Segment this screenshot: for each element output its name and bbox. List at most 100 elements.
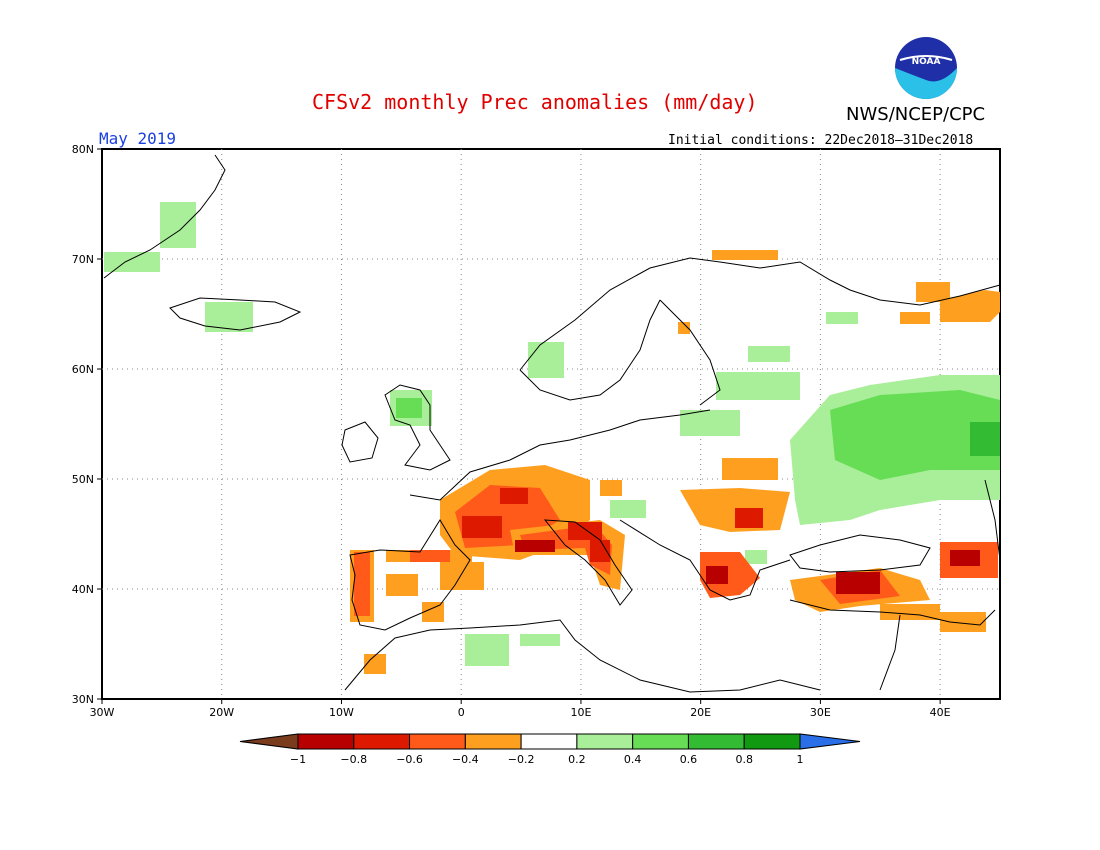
anomaly-field <box>104 202 1000 674</box>
colorbar-tick-label: 1 <box>797 753 804 766</box>
colorbar-high-arrow <box>799 733 861 750</box>
coastline-bothnia <box>659 299 721 406</box>
anomaly-patch <box>528 342 564 378</box>
coastline-greenland <box>103 154 226 279</box>
coastline-caspian <box>984 479 1001 561</box>
anomaly-patch <box>700 552 760 598</box>
colorbar-tick-label: 0.2 <box>568 753 586 766</box>
latitude-label: 70N <box>72 253 94 266</box>
noaa-logo-text: NOAA <box>912 57 941 67</box>
longitude-label: 10E <box>570 706 591 719</box>
anomaly-patch <box>104 252 160 272</box>
longitude-label: 10W <box>329 706 354 719</box>
latitude-label: 50N <box>72 473 94 486</box>
longitude-label: 40E <box>930 706 951 719</box>
anomaly-patch <box>515 540 555 552</box>
anomaly-patch <box>590 540 610 562</box>
noaa-logo: NOAA <box>895 37 957 99</box>
colorbar-bin <box>687 733 745 750</box>
anomaly-patch <box>396 398 422 418</box>
anomaly-patch <box>410 550 450 562</box>
anomaly-patch <box>745 550 767 564</box>
latitude-labels: 80N 70N 60N 50N 40N 30N <box>72 143 102 706</box>
coastline-iceland <box>169 297 302 331</box>
anomaly-patch <box>160 202 196 248</box>
coastline-balkans <box>619 519 791 601</box>
anomaly-patch <box>440 562 484 590</box>
anomaly-patch <box>716 372 800 400</box>
longitude-label: 20W <box>209 706 234 719</box>
anomaly-patch <box>830 390 1000 480</box>
anomaly-patch <box>950 550 980 566</box>
coastline-britain <box>384 384 451 471</box>
coastline-ireland <box>341 421 379 463</box>
anomaly-patch <box>610 500 646 518</box>
longitude-label: 20E <box>690 706 711 719</box>
anomaly-patch <box>386 574 418 596</box>
coastline-iberia <box>349 519 471 631</box>
anomaly-patch <box>678 322 690 334</box>
coastline-italy <box>543 519 633 606</box>
colorbar-tick-label: 0.4 <box>624 753 642 766</box>
anomaly-patch <box>826 312 858 324</box>
coastline-scandinavia <box>519 257 1001 371</box>
latitude-label: 60N <box>72 363 94 376</box>
colorbar-bin <box>576 733 634 750</box>
anomaly-patch <box>900 312 930 324</box>
anomaly-patch <box>364 654 386 674</box>
coastline-north-europe <box>409 409 711 501</box>
colorbar-bin <box>464 733 522 750</box>
anomaly-patch <box>916 282 950 302</box>
coastline-norway-sweden <box>519 299 661 401</box>
anomaly-patch <box>500 488 528 504</box>
longitude-label: 30W <box>90 706 115 719</box>
anomaly-patch <box>836 572 880 594</box>
coastline-turkey <box>789 599 996 626</box>
colorbar-tick-label: 0.8 <box>735 753 753 766</box>
coastline-north-africa <box>344 619 821 693</box>
colorbar-bin <box>353 733 411 750</box>
longitude-label: 30E <box>810 706 831 719</box>
anomaly-patch <box>465 634 509 666</box>
anomaly-patch <box>706 566 728 584</box>
coastline-levant <box>879 614 901 691</box>
colorbar-bin <box>297 733 355 750</box>
colorbar-low-arrow <box>239 733 299 750</box>
longitude-label: 0 <box>458 706 465 719</box>
colorbar-bin <box>743 733 801 750</box>
chart-title: CFSv2 monthly Prec anomalies (mm/day) <box>312 90 758 114</box>
anomaly-patch <box>680 410 740 436</box>
colorbar-tick-label: −0.2 <box>508 753 535 766</box>
coastline-black-sea <box>789 534 931 573</box>
anomaly-patch <box>462 516 502 538</box>
anomaly-patch <box>735 508 763 528</box>
colorbar-tick-label: −0.4 <box>452 753 479 766</box>
colorbar-tick-label: 0.6 <box>680 753 698 766</box>
anomaly-patch <box>600 480 622 496</box>
anomaly-patch <box>205 302 253 332</box>
coastlines <box>103 154 1001 693</box>
anomaly-patch <box>722 458 778 480</box>
anomaly-patch <box>354 552 370 616</box>
latitude-label: 80N <box>72 143 94 156</box>
forecast-month: May 2019 <box>99 129 177 148</box>
anomaly-patch <box>940 290 1000 322</box>
anomaly-patch <box>520 634 560 646</box>
anomaly-patch <box>422 602 444 622</box>
colorbar: −1 −0.8 −0.6 −0.4 −0.2 0.2 0.4 0.6 0.8 1 <box>239 733 861 766</box>
colorbar-tick-label: −0.6 <box>396 753 423 766</box>
agency-label: NWS/NCEP/CPC <box>846 104 986 125</box>
latitude-label: 30N <box>72 693 94 706</box>
colorbar-bin <box>409 733 466 750</box>
anomaly-patch <box>748 346 790 362</box>
longitude-labels: 30W 20W 10W 0 10E 20E 30E 40E <box>90 699 951 719</box>
anomaly-patch <box>940 612 986 632</box>
colorbar-bin <box>520 733 578 750</box>
latitude-label: 40N <box>72 583 94 596</box>
colorbar-bin <box>632 733 689 750</box>
colorbar-tick-label: −1 <box>290 753 306 766</box>
anomaly-patch <box>712 250 778 260</box>
anomaly-patch <box>970 422 1000 456</box>
colorbar-tick-label: −0.8 <box>340 753 367 766</box>
